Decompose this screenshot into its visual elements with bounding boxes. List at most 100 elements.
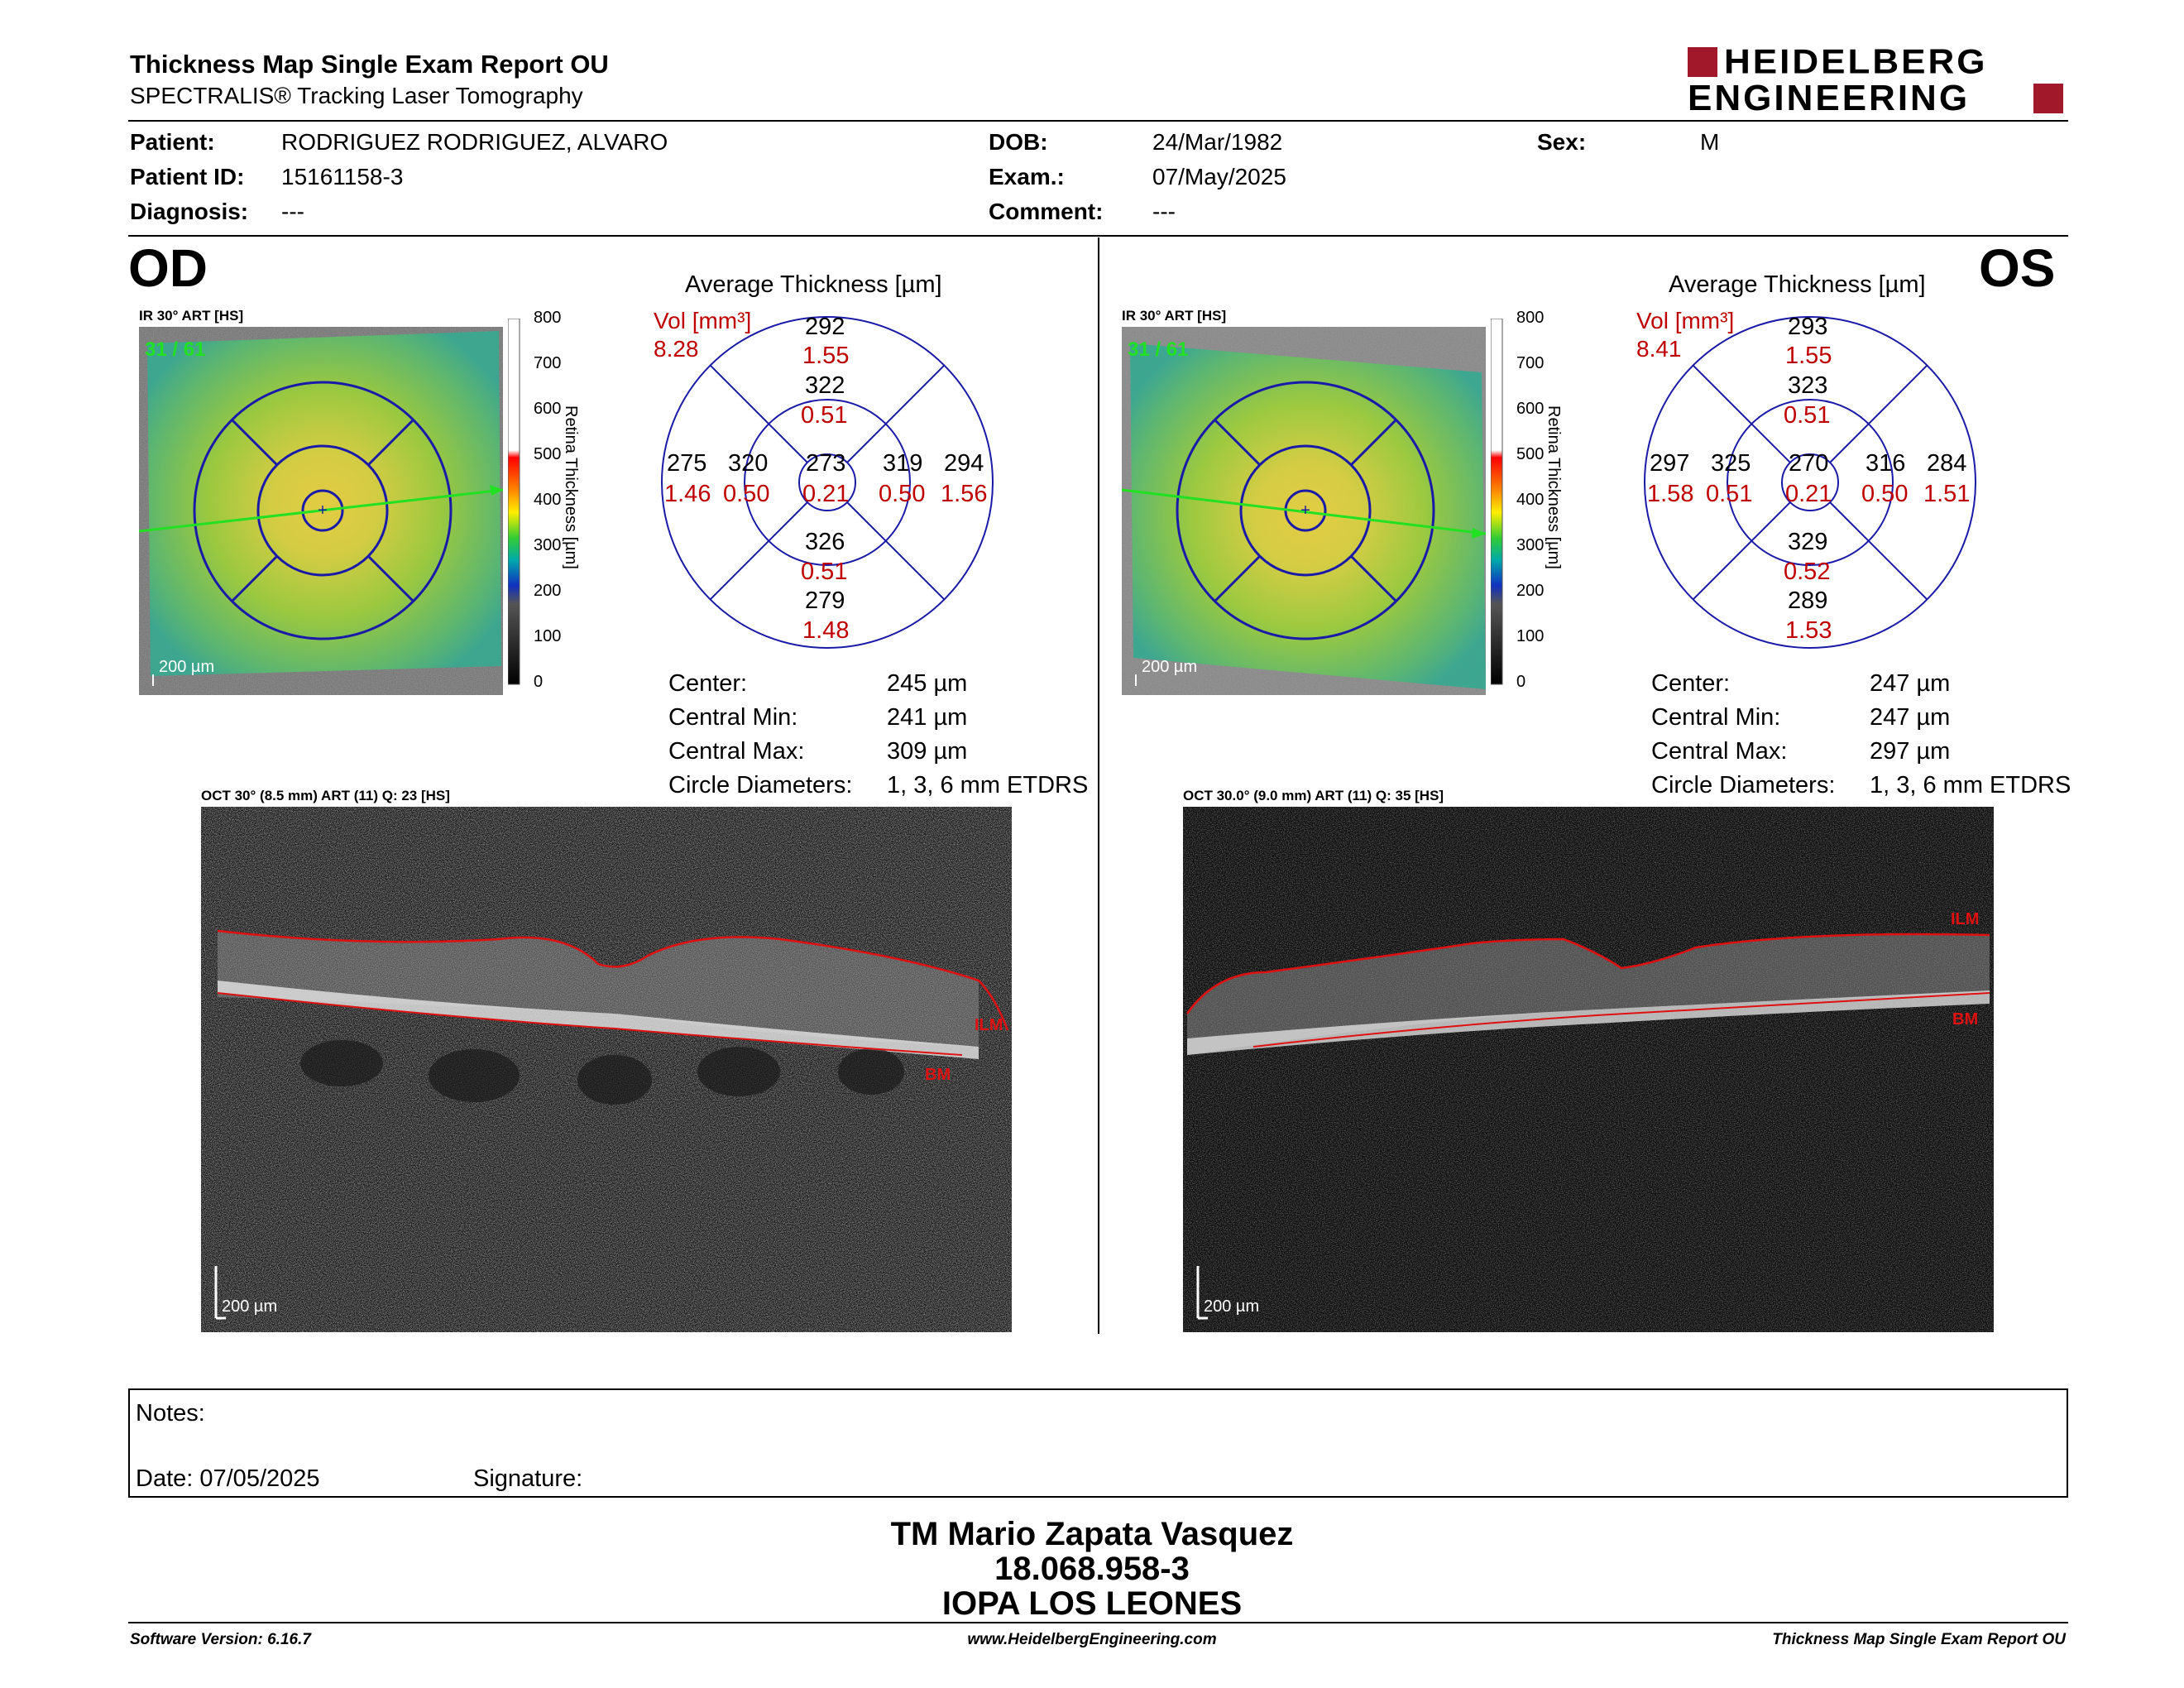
stamp-name: TM Mario Zapata Vasquez: [890, 1516, 1294, 1552]
info-divider: [128, 235, 2068, 237]
diagnosis-value: ---: [281, 199, 304, 224]
sex-label: Sex:: [1537, 129, 1587, 155]
od-inner-inf-volume: 0.51: [801, 559, 848, 585]
os-tick-400: 400: [1516, 491, 1545, 509]
od-etdrs-grid: [661, 316, 994, 649]
os-ir-label: IR 30° ART [HS]: [1122, 308, 1227, 324]
date-label: Date: 07/05/2025: [136, 1465, 320, 1492]
od-grid-title: Average Thickness [µm]: [685, 271, 942, 298]
od-stat-label: Central Min:: [668, 704, 798, 731]
exam-value: 07/May/2025: [1152, 164, 1286, 189]
od-tick-100: 100: [534, 627, 562, 645]
svg-text:+: +: [1300, 501, 1310, 520]
od-stat-value: 241 µm: [887, 704, 968, 731]
os-inner-right-thickness: 316: [1866, 450, 1906, 477]
software-version: Software Version: 6.16.7: [130, 1631, 311, 1648]
os-vol-label: Vol [mm³]: [1636, 308, 1735, 333]
od-tick-800: 800: [534, 309, 562, 327]
od-stat-value: 245 µm: [887, 670, 968, 697]
os-stat-label: Central Max:: [1651, 738, 1788, 765]
os-frame-counter: 31 / 61: [1128, 338, 1188, 361]
report-title: Thickness Map Single Exam Report OU: [130, 50, 609, 79]
os-vol-total: 8.41: [1636, 336, 1682, 362]
diagnosis-label: Diagnosis:: [130, 199, 249, 224]
os-inner-right-volume: 0.50: [1861, 481, 1909, 507]
od-inner-inf-thickness: 326: [805, 529, 845, 555]
od-outer-sup-thickness: 292: [805, 314, 845, 340]
od-vol-label: Vol [mm³]: [654, 308, 752, 333]
os-etdrs-grid: [1644, 316, 1976, 649]
od-stat-label: Center:: [668, 670, 748, 697]
od-inner-sup-thickness: 322: [805, 372, 845, 399]
exam-label: Exam.:: [989, 164, 1065, 189]
os-tick-700: 700: [1516, 354, 1545, 372]
od-ir-label: IR 30° ART [HS]: [139, 308, 244, 324]
od-eye-label: OD: [128, 238, 208, 298]
dob-value: 24/Mar/1982: [1152, 129, 1283, 155]
od-stat-value: 309 µm: [887, 738, 968, 765]
od-stat-value: 1, 3, 6 mm ETDRS: [887, 772, 1089, 798]
od-vol-total: 8.28: [654, 336, 699, 362]
os-ilm-label: ILM: [1951, 910, 1979, 928]
os-outer-right-volume: 1.51: [1923, 481, 1971, 507]
footer-divider: [128, 1622, 2068, 1623]
os-outer-inf-thickness: 289: [1788, 587, 1828, 614]
od-tick-700: 700: [534, 354, 562, 372]
comment-value: ---: [1152, 199, 1176, 224]
od-outer-right-thickness: 294: [944, 450, 984, 477]
os-outer-left-volume: 1.58: [1647, 481, 1694, 507]
dob-label: DOB:: [989, 129, 1048, 155]
os-tick-500: 500: [1516, 445, 1545, 463]
od-outer-sup-volume: 1.55: [802, 343, 850, 369]
od-scale-label: 200 µm: [159, 658, 214, 676]
os-outer-inf-volume: 1.53: [1785, 617, 1832, 644]
website-link[interactable]: www.HeidelbergEngineering.com: [967, 1631, 1217, 1648]
notes-box[interactable]: Notes: Date: 07/05/2025 Signature:: [128, 1388, 2068, 1498]
heidelberg-logo: HEIDELBERG ENGINEERING: [1688, 45, 2068, 118]
od-stat-label: Circle Diameters:: [668, 772, 853, 798]
os-tick-600: 600: [1516, 400, 1545, 418]
svg-text:+: +: [318, 501, 328, 520]
od-tick-600: 600: [534, 400, 562, 418]
os-thickness-map: + 31 / 61 200 µm: [1122, 327, 1486, 695]
od-outer-left-thickness: 275: [667, 450, 707, 477]
os-center-volume: 0.21: [1785, 481, 1832, 507]
patient-name: RODRIGUEZ RODRIGUEZ, ALVARO: [281, 129, 668, 155]
os-tick-300: 300: [1516, 536, 1545, 554]
os-outer-right-thickness: 284: [1927, 450, 1967, 477]
sex-value: M: [1700, 129, 1720, 155]
od-outer-left-volume: 1.46: [664, 481, 711, 507]
patient-label: Patient:: [130, 129, 215, 155]
od-inner-right-volume: 0.50: [879, 481, 926, 507]
od-oct-scale: 200 µm: [222, 1297, 277, 1316]
od-center-thickness: 273: [806, 450, 846, 477]
os-inner-sup-volume: 0.51: [1784, 402, 1831, 429]
os-stat-value: 247 µm: [1870, 670, 1951, 697]
od-oct-bscan: ILM BM 200 µm: [201, 807, 1012, 1332]
od-tick-500: 500: [534, 445, 562, 463]
os-inner-left-volume: 0.51: [1706, 481, 1753, 507]
os-oct-bscan: ILM BM 200 µm: [1183, 807, 1994, 1332]
od-thickness-map: + 31 / 61 200 µm: [139, 327, 503, 695]
os-outer-sup-volume: 1.55: [1785, 343, 1832, 369]
os-tick-0: 0: [1516, 673, 1526, 691]
od-inner-sup-volume: 0.51: [801, 402, 848, 429]
os-eye-label: OS: [1979, 238, 2056, 298]
stamp-institution: IOPA LOS LEONES: [941, 1585, 1243, 1622]
os-colorbar-title: Retina Thickness [µm]: [1545, 405, 1563, 569]
od-colorbar-title: Retina Thickness [µm]: [562, 405, 580, 569]
report-subtitle: SPECTRALIS® Tracking Laser Tomography: [130, 83, 583, 108]
os-grid-title: Average Thickness [µm]: [1669, 271, 1926, 298]
od-tick-400: 400: [534, 491, 562, 509]
os-tick-200: 200: [1516, 582, 1545, 600]
os-oct-label: OCT 30.0° (9.0 mm) ART (11) Q: 35 [HS]: [1183, 788, 1444, 803]
logo-text-2: ENGINEERING: [1688, 78, 1971, 118]
od-tick-200: 200: [534, 582, 562, 600]
comment-label: Comment:: [989, 199, 1104, 224]
os-stat-value: 247 µm: [1870, 704, 1951, 731]
stamp-id: 18.068.958-3: [994, 1551, 1190, 1587]
od-ilm-label: ILM: [975, 1016, 1003, 1034]
signature-label: Signature:: [473, 1465, 583, 1492]
od-outer-inf-volume: 1.48: [802, 617, 850, 644]
od-outer-inf-thickness: 279: [805, 587, 845, 614]
